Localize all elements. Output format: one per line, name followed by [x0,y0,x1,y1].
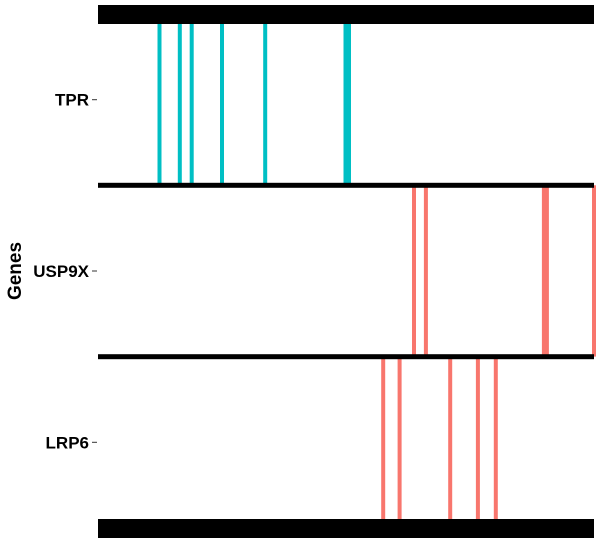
barcode-mark-tpr-3 [189,14,194,186]
barcode-mark-tpr-5 [263,14,268,186]
barcode-mark-usp9x-4 [544,185,549,357]
barcode-mark-lrp6-3 [448,356,453,528]
panel-separators [98,5,594,538]
barcode-mark-tpr-6 [343,14,348,186]
panel-separator-1 [98,182,594,188]
panel-separator-0 [98,5,594,24]
barcode-mark-usp9x-2 [423,185,428,357]
panel-separator-3 [98,519,594,538]
barcode-mark-tpr-4 [220,14,224,186]
barcode-mark-usp9x-5 [592,185,596,357]
barcode-mark-lrp6-1 [381,356,386,528]
y-tick-label-tpr: TPR [55,91,89,110]
barcode-mark-lrp6-4 [475,356,480,528]
barcode-mark-lrp6-5 [493,356,498,528]
y-tick-label-lrp6: LRP6 [46,433,89,452]
barcode-mark-tpr-2 [177,14,182,186]
y-axis-labels: TPR USP9X LRP6 [33,91,97,452]
barcode-mark-tpr-1 [157,14,162,186]
barcode-mark-usp9x-1 [412,185,416,357]
barcode-mark-lrp6-2 [397,356,402,528]
chart-marks [157,14,596,528]
barcode-mark-tpr-7 [347,14,351,186]
panel-separator-2 [98,354,594,360]
barcode-mark-usp9x-3 [541,185,546,357]
y-tick-label-usp9x: USP9X [33,262,89,281]
y-axis-title: Genes [5,242,26,300]
